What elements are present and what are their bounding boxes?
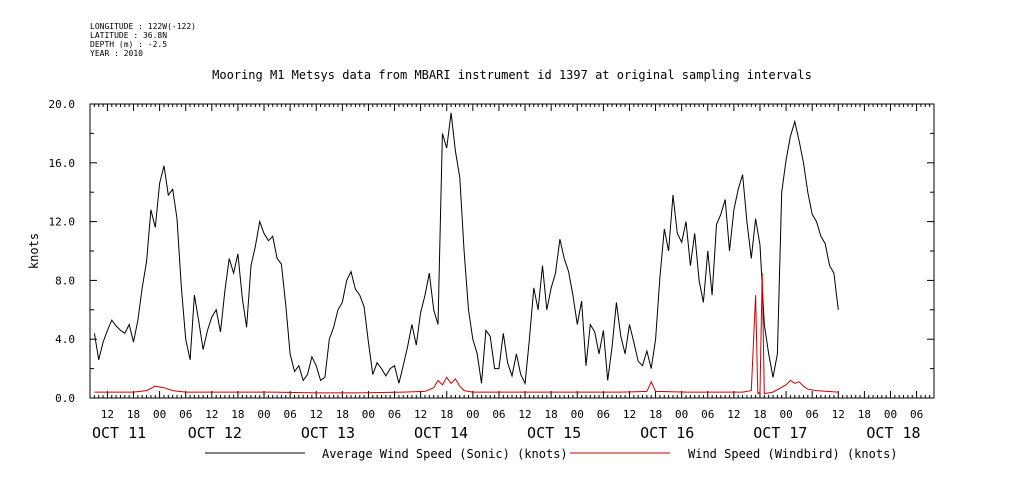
y-axis-label: knots — [27, 233, 41, 269]
x-tick-label: 12 — [414, 408, 427, 421]
x-day-label: OCT 13 — [301, 424, 355, 442]
x-tick-label: 00 — [675, 408, 688, 421]
x-tick-label: 00 — [884, 408, 897, 421]
x-tick-label: 12 — [518, 408, 531, 421]
series-layer — [93, 112, 839, 395]
x-tick-label: 18 — [858, 408, 871, 421]
y-tick-label: 0.0 — [55, 392, 75, 405]
y-tick-label: 12.0 — [49, 216, 76, 229]
x-day-label: OCT 15 — [527, 424, 581, 442]
legend-label-sonic: Average Wind Speed (Sonic) (knots) — [322, 447, 568, 461]
x-tick-label: 00 — [257, 408, 270, 421]
x-tick-label: 06 — [597, 408, 610, 421]
x-day-label: OCT 12 — [188, 424, 242, 442]
x-day-label: OCT 14 — [414, 424, 468, 442]
series-line-windbird — [94, 273, 839, 395]
legend: Average Wind Speed (Sonic) (knots) Wind … — [205, 447, 898, 461]
x-tick-label: 12 — [623, 408, 636, 421]
x-tick-label: 12 — [727, 408, 740, 421]
y-tick-label: 20.0 — [49, 98, 76, 111]
meta-depth: DEPTH (m) : -2.5 — [90, 40, 168, 49]
meta-latitude: LATITUDE : 36.8N — [90, 31, 168, 40]
x-tick-label: 18 — [440, 408, 453, 421]
x-tick-label: 00 — [779, 408, 792, 421]
plot-frame — [89, 103, 935, 399]
x-tick-label: 12 — [101, 408, 114, 421]
x-day-label: OCT 16 — [640, 424, 694, 442]
y-axis: 0.0 4.0 8.0 12.0 16.0 20.0 — [49, 98, 934, 405]
series-line-sonic — [93, 112, 839, 386]
x-tick-label: 06 — [701, 408, 714, 421]
x-tick-label: 18 — [127, 408, 140, 421]
x-tick-label: 12 — [310, 408, 323, 421]
chart-title: Mooring M1 Metsys data from MBARI instru… — [212, 68, 812, 82]
y-tick-label: 4.0 — [55, 333, 75, 346]
x-day-label: OCT 18 — [866, 424, 920, 442]
x-day-label: OCT 17 — [753, 424, 807, 442]
x-tick-label: 12 — [832, 408, 845, 421]
x-tick-label: 00 — [153, 408, 166, 421]
meta-longitude: LONGITUDE : 122W(-122) — [90, 22, 196, 31]
x-tick-label: 06 — [179, 408, 192, 421]
x-tick-label: 06 — [910, 408, 923, 421]
x-tick-label: 06 — [388, 408, 401, 421]
x-tick-label: 18 — [753, 408, 766, 421]
x-tick-label: 00 — [466, 408, 479, 421]
x-tick-label: 18 — [545, 408, 558, 421]
x-tick-label: 18 — [649, 408, 662, 421]
x-tick-label: 18 — [231, 408, 244, 421]
metadata-block: LONGITUDE : 122W(-122) LATITUDE : 36.8N … — [90, 22, 196, 58]
x-tick-label: 06 — [283, 408, 296, 421]
meta-year: YEAR : 2010 — [90, 49, 143, 58]
x-day-label: OCT 11 — [92, 424, 146, 442]
legend-label-windbird: Wind Speed (Windbird) (knots) — [688, 447, 898, 461]
x-tick-label: 18 — [336, 408, 349, 421]
x-tick-label: 12 — [205, 408, 218, 421]
x-axis: 12 18 00 06 12 18 00 06 12 18 00 06 12 18 00 06 12 18 00 06… — [89, 104, 935, 442]
x-tick-label: 00 — [571, 408, 584, 421]
x-tick-label: 00 — [362, 408, 375, 421]
y-tick-label: 16.0 — [49, 157, 76, 170]
x-tick-label: 06 — [492, 408, 505, 421]
y-tick-label: 8.0 — [55, 274, 75, 287]
x-tick-label: 06 — [806, 408, 819, 421]
